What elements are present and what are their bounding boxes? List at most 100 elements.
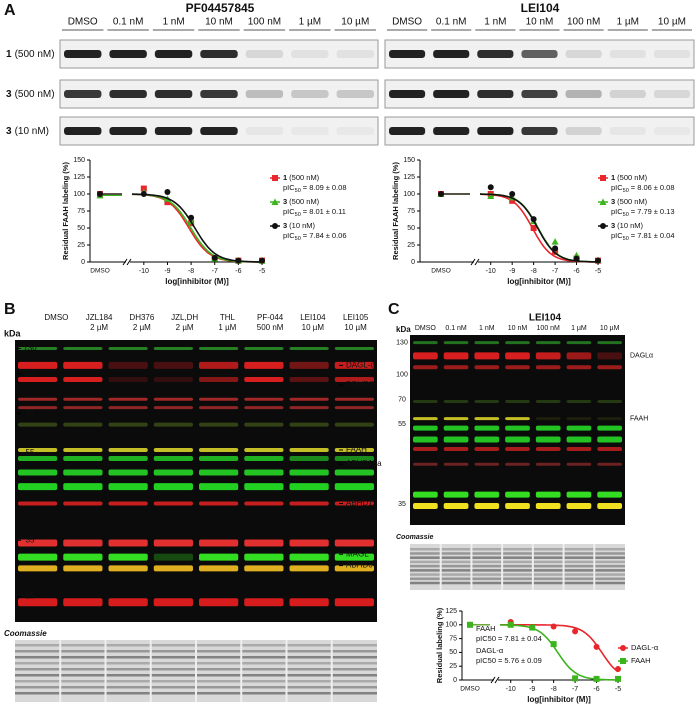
- lane-label: 100 nM: [567, 17, 600, 28]
- band: [18, 483, 58, 491]
- data-point: [509, 191, 516, 197]
- x-tick-label: -7: [572, 686, 578, 693]
- band: [535, 447, 561, 451]
- x-tick-label: -8: [188, 268, 194, 275]
- y-tick-label: 25: [407, 242, 415, 249]
- text-part: =: [631, 183, 636, 192]
- text-part: 0.04: [527, 634, 542, 643]
- band: [535, 352, 561, 360]
- band: [566, 352, 592, 360]
- band: [199, 598, 239, 607]
- band: [334, 455, 374, 461]
- band: [597, 436, 622, 443]
- band: [289, 469, 329, 476]
- marker-label: 130: [23, 344, 37, 353]
- band: [154, 127, 193, 135]
- x-tick-label: -9: [164, 268, 170, 275]
- blot-title: LEI104: [521, 1, 560, 15]
- data-point: [164, 199, 171, 206]
- band: [244, 565, 284, 572]
- lane-label: 1 µM: [617, 17, 639, 28]
- x-tick-label: -6: [593, 686, 599, 693]
- text-part: 50: [623, 188, 629, 194]
- band: [609, 127, 646, 135]
- band: [63, 376, 103, 382]
- lane-label: 10 µM: [341, 17, 369, 28]
- band: [505, 447, 530, 451]
- fit-curve: [131, 193, 262, 263]
- legend-stat: pIC50 = 8.06 ±0.08: [611, 183, 675, 194]
- text-part: 0.09: [527, 656, 542, 665]
- band: [653, 50, 690, 58]
- band: [474, 425, 500, 431]
- band: [474, 503, 500, 509]
- text-part: 1: [6, 49, 12, 60]
- band: [535, 365, 561, 370]
- panel-label: A: [4, 2, 16, 19]
- band: [199, 346, 239, 350]
- band: [477, 127, 514, 135]
- text-part: 3: [6, 126, 12, 137]
- band: [597, 425, 622, 431]
- band: [535, 503, 561, 509]
- stain-band: [410, 577, 625, 581]
- band: [474, 436, 500, 443]
- band: [413, 417, 438, 421]
- band: [505, 341, 530, 345]
- marker-label: 55: [26, 448, 35, 457]
- fit-curve: [479, 193, 598, 263]
- band: [413, 436, 438, 443]
- legend-stat: pIC50 = 8.01 ±0.11: [283, 207, 346, 218]
- band: [474, 447, 500, 451]
- legend-stat: pIC50 = 8.09 ±0.08: [283, 183, 347, 194]
- data-point: [97, 191, 103, 197]
- fit-curve: [131, 193, 262, 263]
- text-part: 0.08: [332, 183, 347, 192]
- band: [334, 397, 374, 401]
- data-point: [530, 225, 537, 231]
- y-tick-label: 25: [77, 242, 85, 249]
- band: [597, 503, 622, 509]
- band: [334, 361, 374, 369]
- y-tick-label: 50: [407, 225, 415, 232]
- stat-name: FAAH: [476, 624, 496, 633]
- band: [153, 376, 193, 382]
- band: [63, 469, 103, 476]
- band: [64, 127, 102, 135]
- x-tick-label: -7: [552, 268, 558, 275]
- x-tick-label: -8: [531, 268, 537, 275]
- band: [334, 447, 374, 452]
- text-part: 0.04: [660, 231, 675, 240]
- band: [566, 425, 592, 431]
- y-axis-title: Residual FAAH labeling (%): [391, 162, 400, 260]
- lane-label: 2 µM: [176, 323, 194, 332]
- band: [474, 491, 500, 498]
- band-label: ABHD6: [346, 561, 373, 570]
- band: [535, 417, 561, 421]
- band: [244, 483, 284, 491]
- band: [244, 361, 284, 369]
- band: [244, 447, 284, 452]
- band: [200, 127, 238, 135]
- band: [108, 539, 148, 547]
- y-tick-label: 0: [81, 259, 85, 266]
- band: [18, 422, 58, 427]
- text-part: 1: [283, 173, 287, 182]
- axis-break: [470, 258, 480, 266]
- text-part: (500 nM): [617, 197, 648, 206]
- band: [153, 501, 193, 506]
- band: [63, 397, 103, 401]
- stain-band: [410, 548, 625, 551]
- band: [477, 90, 514, 98]
- text-part: ±: [326, 231, 330, 240]
- band: [199, 455, 239, 461]
- band: [63, 483, 103, 491]
- band: [289, 447, 329, 452]
- lane-label: 1 nM: [479, 325, 495, 332]
- band: [609, 90, 646, 98]
- text-part: 3: [283, 197, 287, 206]
- band: [289, 501, 329, 506]
- band: [389, 90, 426, 98]
- text-part: (500 nM): [289, 173, 320, 182]
- legend-stat: pIC50 = 7.81 ±0.04: [611, 231, 675, 242]
